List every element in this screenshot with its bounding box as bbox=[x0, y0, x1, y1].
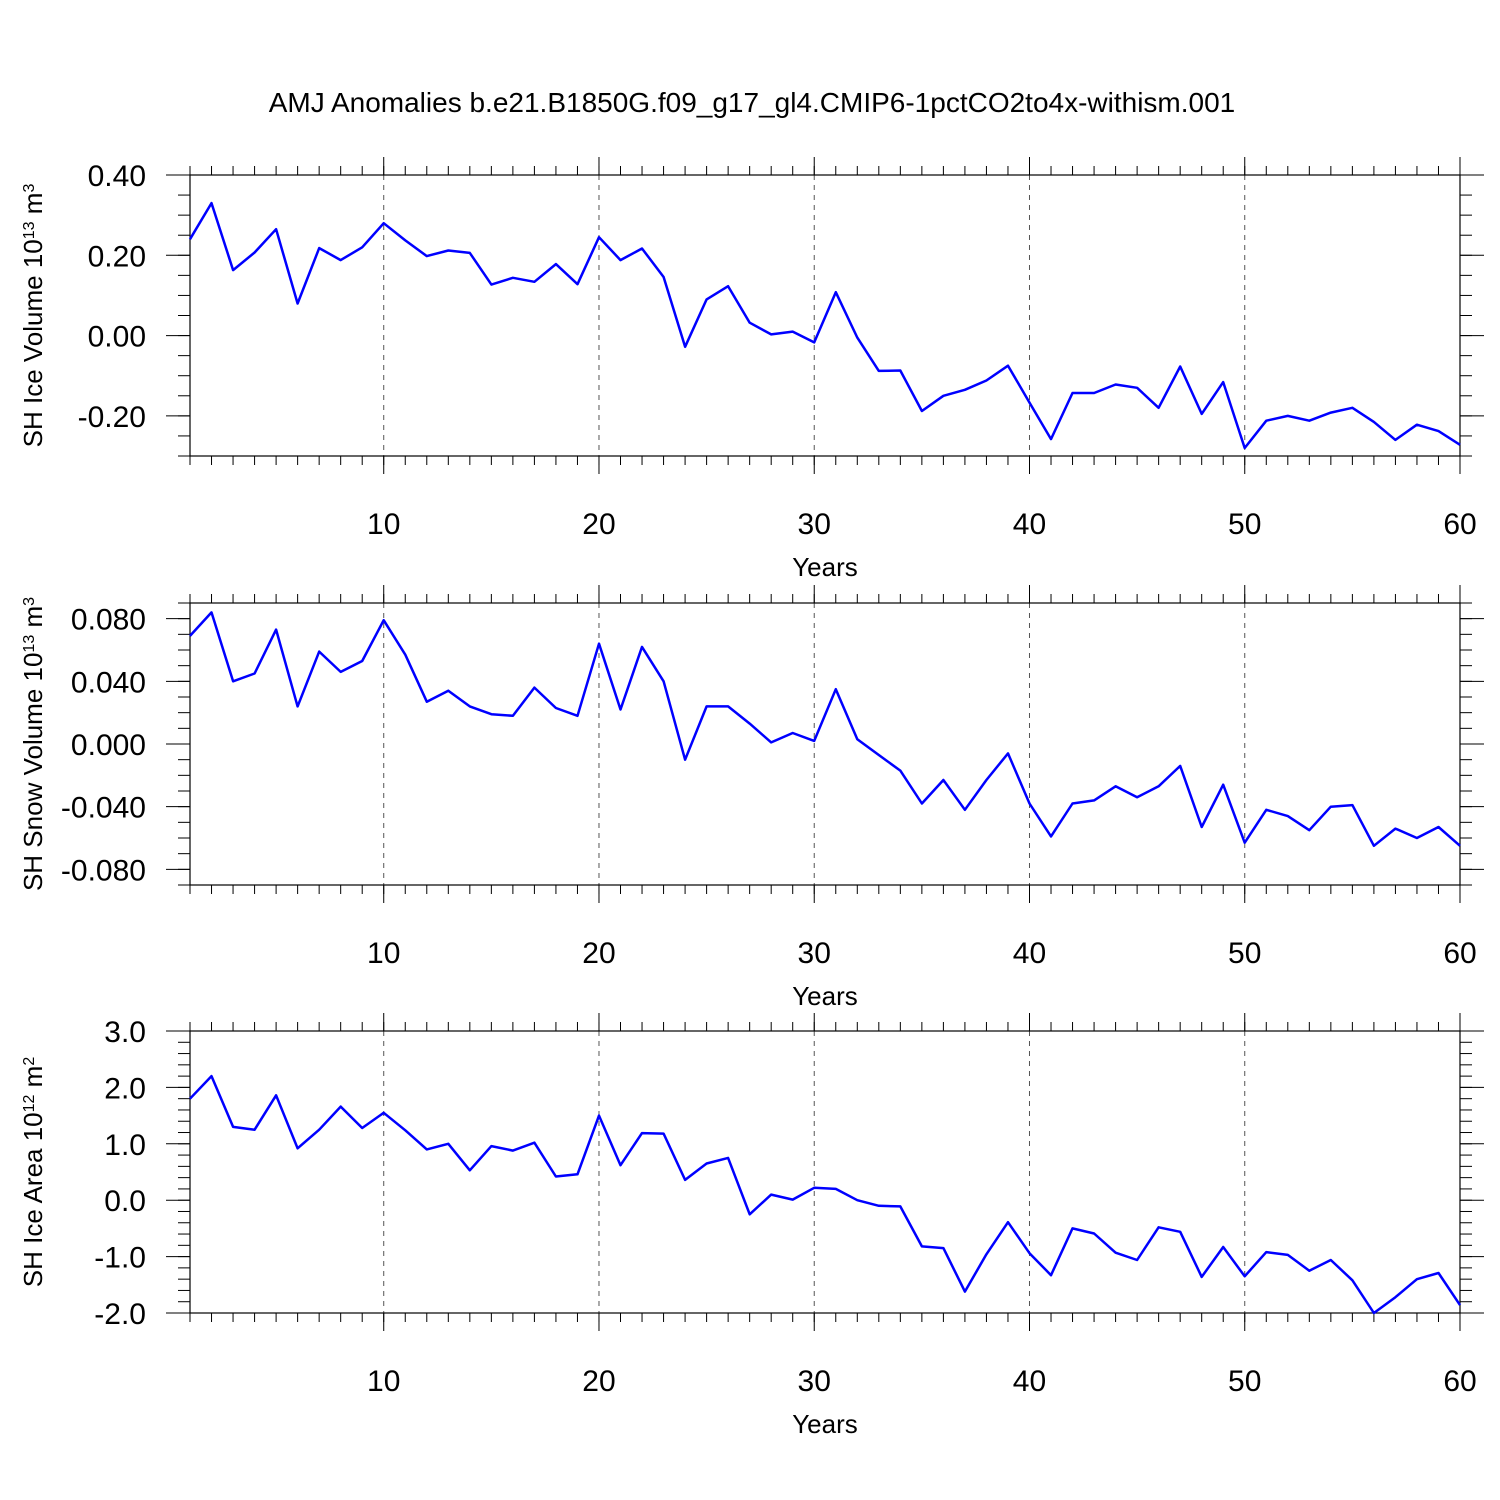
x-tick-label: 10 bbox=[367, 508, 400, 541]
x-tick-label: 40 bbox=[1013, 508, 1046, 541]
y-tick-label: 0.000 bbox=[71, 729, 146, 762]
series-line bbox=[189, 611, 1461, 848]
y-tick-label: -0.20 bbox=[78, 401, 146, 434]
y-tick-label: 3.0 bbox=[104, 1016, 146, 1049]
y-tick-label: 0.0 bbox=[104, 1185, 146, 1218]
y-label-unit: m bbox=[18, 606, 48, 635]
y-axis-label: SH Ice Volume 1013 m3 bbox=[18, 184, 48, 448]
y-label-text: SH Ice Volume 10 bbox=[18, 239, 48, 447]
y-tick-label: -0.080 bbox=[61, 854, 146, 887]
y-label-exponent: 12 bbox=[21, 1094, 38, 1112]
chart-main-title: AMJ Anomalies b.e21.B1850G.f09_g17_gl4.C… bbox=[269, 87, 1236, 118]
y-tick-label: 0.040 bbox=[71, 666, 146, 699]
series-line bbox=[189, 1074, 1462, 1315]
y-tick-label: 0.20 bbox=[88, 240, 146, 273]
x-tick-label: 50 bbox=[1228, 508, 1261, 541]
x-tick-label: 20 bbox=[582, 1365, 615, 1398]
x-tick-label: 30 bbox=[798, 508, 831, 541]
x-tick-label: 20 bbox=[582, 937, 615, 970]
x-tick-label: 30 bbox=[798, 1365, 831, 1398]
snow-volume-panel: 10 20 30 40 50 60 -0.080 -0.040 0.000 0.040 0.080 Y… bbox=[18, 585, 1484, 1011]
y-axis-label: SH Ice Area 1012 m2 bbox=[18, 1057, 48, 1288]
y-label-text: SH Snow Volume 10 bbox=[18, 653, 48, 891]
x-tick-label: 40 bbox=[1013, 937, 1046, 970]
y-axis-label: SH Snow Volume 1013 m3 bbox=[18, 597, 48, 891]
ice-volume-panel: 10 20 30 40 50 60 -0.20 0.00 0.20 0.40 Years SH Ice… bbox=[18, 157, 1484, 582]
y-tick-label: 0.40 bbox=[88, 160, 146, 193]
x-tick-label: 40 bbox=[1013, 1365, 1046, 1398]
y-label-exponent: 13 bbox=[21, 635, 38, 653]
x-tick-label: 60 bbox=[1443, 1365, 1476, 1398]
x-axis-label: Years bbox=[792, 981, 858, 1011]
x-tick-label: 50 bbox=[1228, 937, 1261, 970]
x-tick-label: 60 bbox=[1443, 937, 1476, 970]
y-label-unit: m bbox=[18, 193, 48, 222]
y-label-unit: m bbox=[18, 1066, 48, 1095]
y-tick-label: 0.00 bbox=[88, 321, 146, 354]
x-tick-label: 50 bbox=[1228, 1365, 1261, 1398]
y-tick-label: -2.0 bbox=[94, 1298, 146, 1331]
x-tick-label: 10 bbox=[367, 937, 400, 970]
y-tick-label: 1.0 bbox=[104, 1129, 146, 1162]
x-tick-label: 20 bbox=[582, 508, 615, 541]
y-tick-label: -0.040 bbox=[61, 792, 146, 825]
y-tick-label: 0.080 bbox=[71, 604, 146, 637]
y-tick-label: -1.0 bbox=[94, 1242, 146, 1275]
plot-frame bbox=[189, 1030, 1461, 1314]
y-label-unit-exponent: 3 bbox=[21, 184, 38, 193]
y-tick-label: 2.0 bbox=[104, 1072, 146, 1105]
y-label-unit-exponent: 2 bbox=[21, 1057, 38, 1066]
x-tick-label: 60 bbox=[1443, 508, 1476, 541]
x-tick-label: 30 bbox=[798, 937, 831, 970]
y-label-exponent: 13 bbox=[21, 221, 38, 239]
x-tick-label: 10 bbox=[367, 1365, 400, 1398]
plot-frame bbox=[189, 602, 1461, 886]
x-axis-label: Years bbox=[792, 1409, 858, 1439]
y-label-text: SH Ice Area 10 bbox=[18, 1112, 48, 1287]
plot-frame bbox=[189, 174, 1461, 457]
x-axis-label: Years bbox=[792, 552, 858, 582]
y-label-unit-exponent: 3 bbox=[21, 597, 38, 606]
ice-area-panel: 10 20 30 40 50 60 -2.0 -1.0 0.0 1.0 2.0 3.0 Years SH … bbox=[18, 1013, 1484, 1439]
series-line bbox=[188, 201, 1461, 450]
